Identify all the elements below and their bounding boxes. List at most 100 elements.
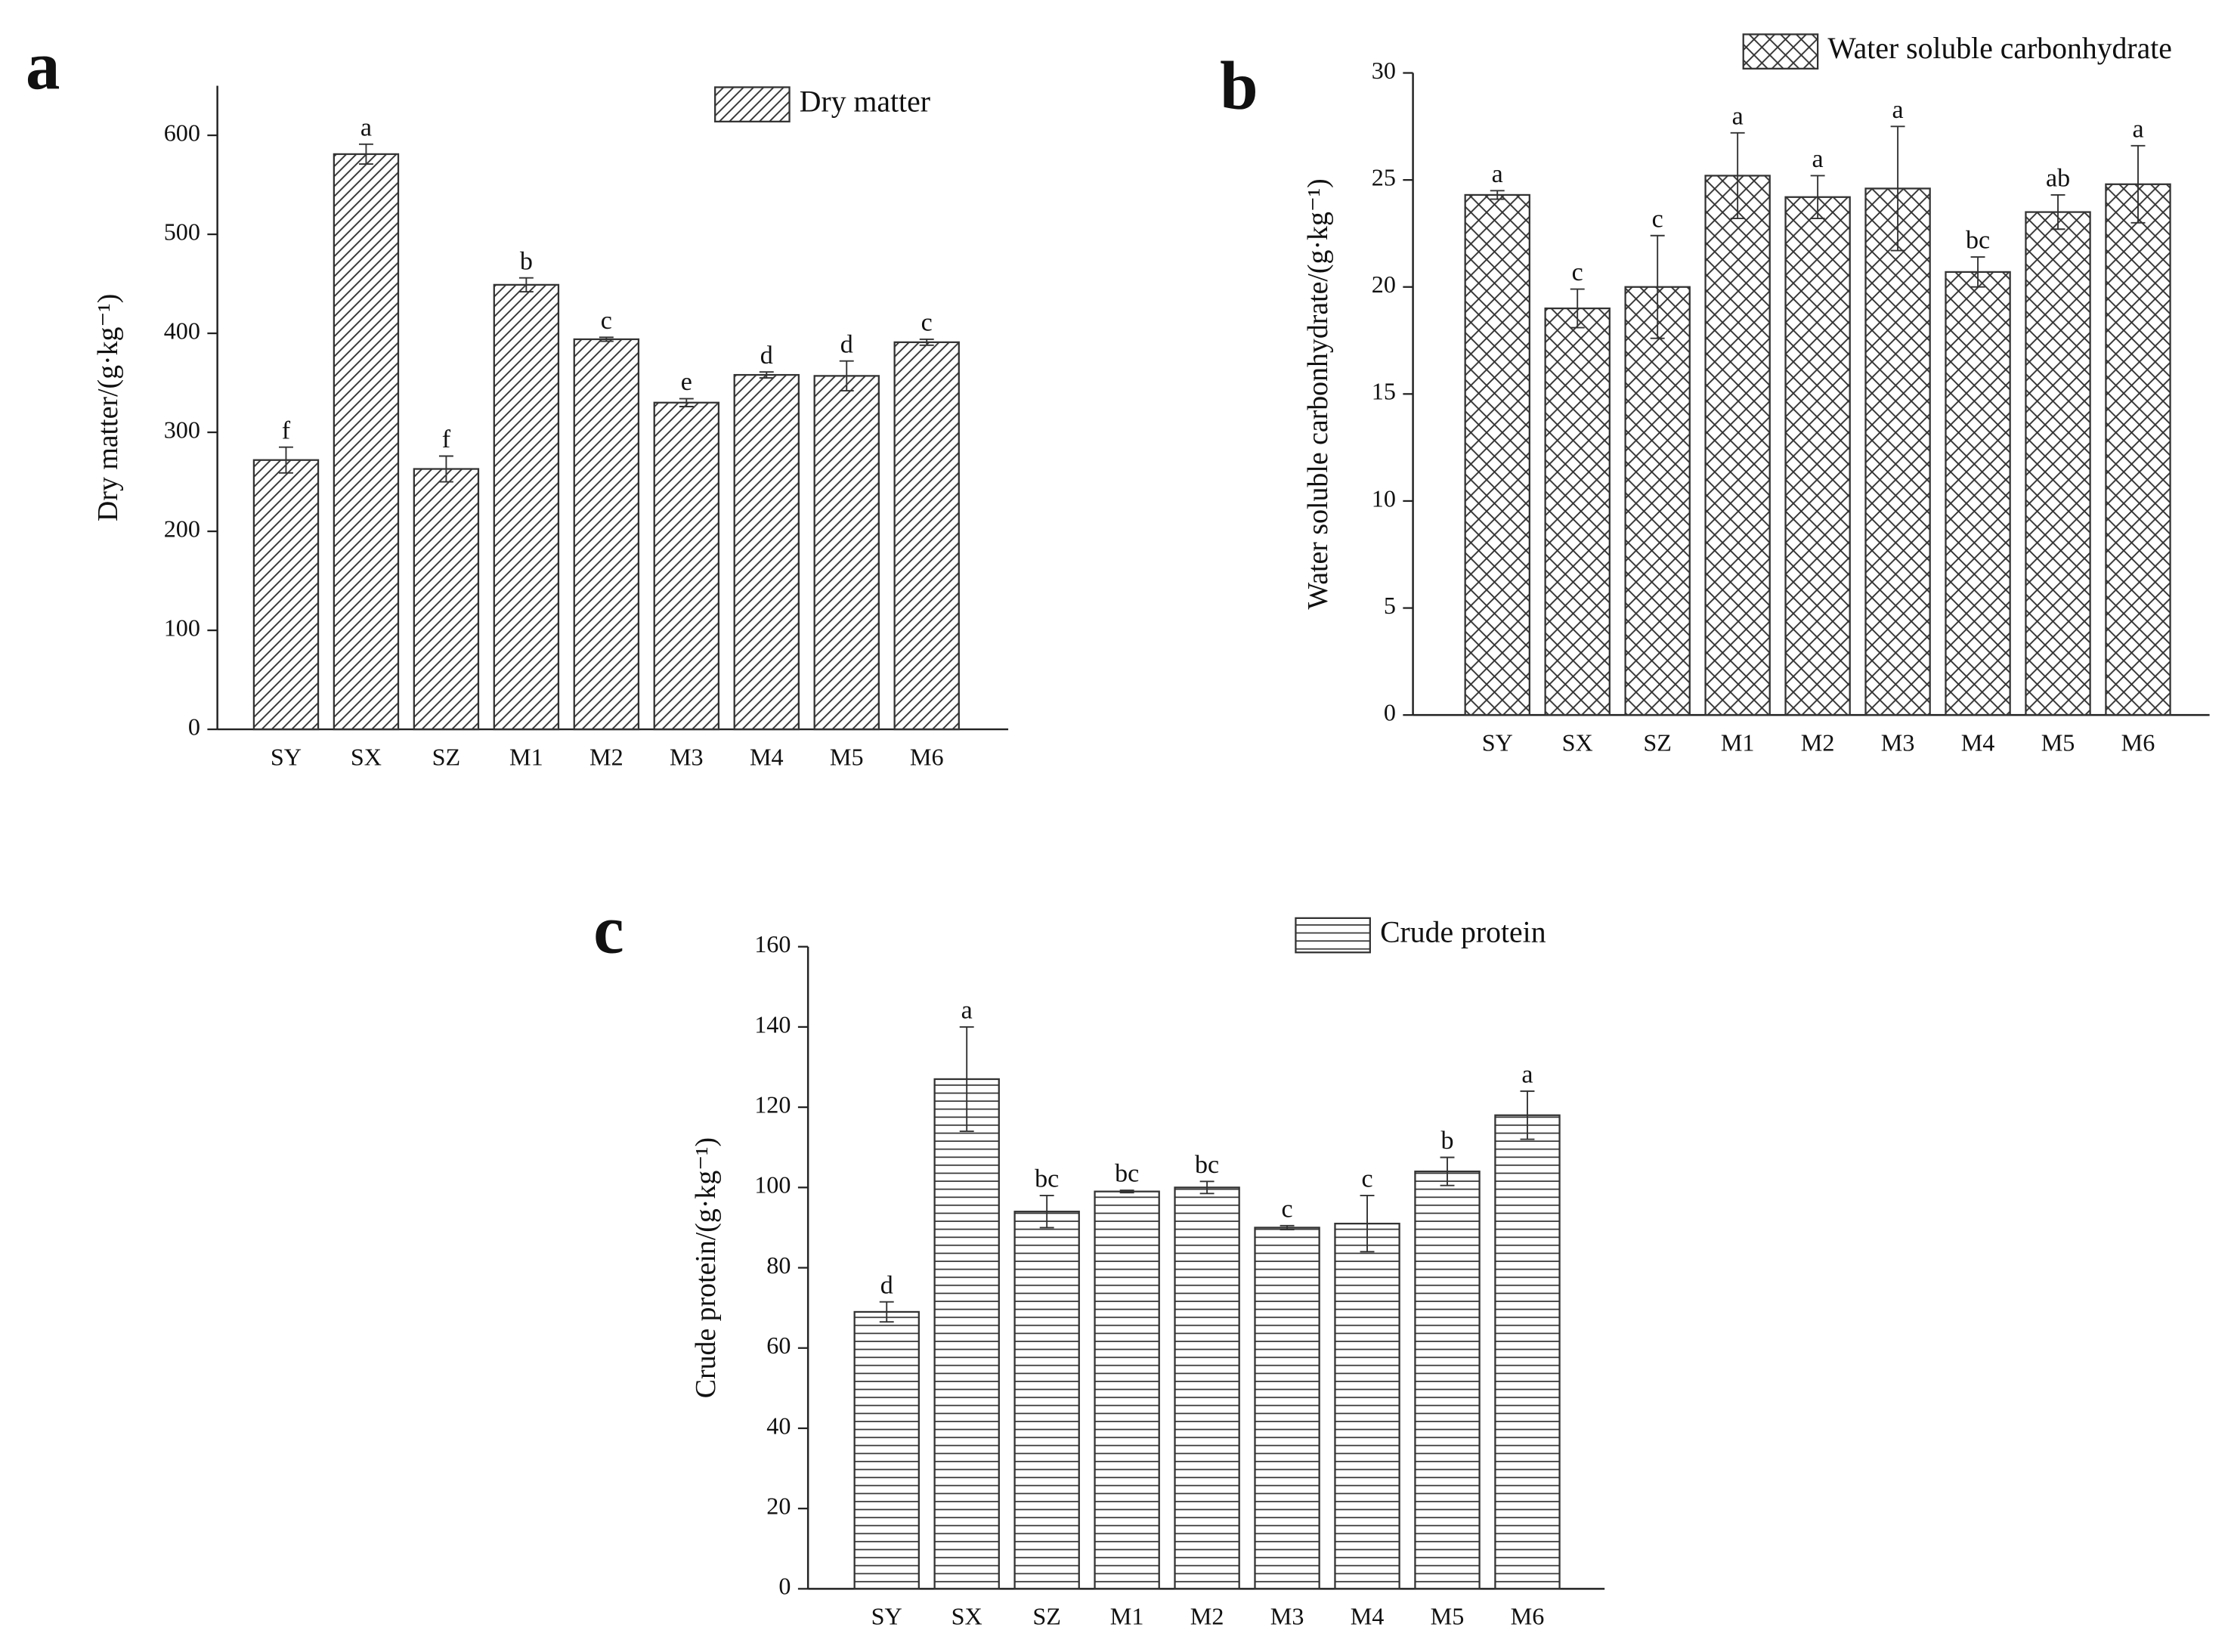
error-bar: [1810, 175, 1825, 220]
error-bar: [279, 446, 293, 474]
significance-letter: bc: [1035, 1165, 1059, 1193]
bar: [853, 1310, 920, 1590]
panel-label: a: [26, 27, 60, 104]
significance-letter: bc: [1195, 1151, 1219, 1179]
significance-letter: b: [520, 247, 533, 275]
error-bar: [1440, 1156, 1455, 1186]
y-tick-label: 400: [164, 317, 200, 344]
bar: [1544, 307, 1611, 716]
significance-letter: e: [681, 368, 692, 396]
x-tick-label: M3: [670, 743, 704, 770]
x-tick-label: SY: [871, 1603, 902, 1630]
error-bar: [358, 143, 373, 165]
y-tick-label: 30: [1372, 57, 1396, 84]
y-tick-label: 200: [164, 515, 200, 542]
error-bar: [1039, 1195, 1054, 1229]
significance-letter: ab: [2046, 165, 2070, 193]
bar: [893, 341, 960, 731]
error-bar: [1890, 125, 1905, 252]
y-axis-label: Dry matter/(g·kg⁻¹): [92, 294, 124, 521]
x-tick-label: M5: [830, 743, 864, 770]
legend-label: Crude protein: [1380, 916, 1546, 949]
panel-label: b: [1220, 48, 1258, 124]
significance-letter: c: [921, 309, 933, 337]
legend-label: Dry matter: [800, 85, 930, 118]
significance-letter: c: [1572, 258, 1583, 286]
y-tick-label: 5: [1384, 592, 1396, 619]
significance-letter: a: [1521, 1061, 1533, 1089]
error-bar: [1279, 1224, 1295, 1231]
x-tick-label: M2: [589, 743, 624, 770]
significance-letter: a: [1732, 102, 1744, 130]
x-tick-label: SZ: [1643, 729, 1672, 756]
legend-swatch: [714, 86, 791, 122]
bar: [733, 373, 800, 731]
x-tick-label: M6: [2121, 729, 2155, 756]
x-tick-label: M5: [1431, 1603, 1465, 1630]
significance-letter: a: [2132, 115, 2143, 143]
y-axis-label: Water soluble carbonhydrate/(g·kg⁻¹): [1302, 178, 1334, 609]
significance-letter: d: [880, 1271, 893, 1299]
y-tick-label: 500: [164, 218, 200, 245]
significance-letter: bc: [1966, 227, 1990, 255]
y-tick-label: 40: [766, 1412, 791, 1439]
bar: [1414, 1170, 1481, 1590]
x-tick-label: M4: [1351, 1603, 1385, 1630]
error-bar: [1970, 256, 1985, 288]
x-tick-label: M2: [1801, 729, 1835, 756]
y-tick-label: 300: [164, 416, 200, 443]
bar: [252, 459, 320, 731]
bar: [2105, 183, 2171, 716]
x-tick-label: SX: [952, 1603, 982, 1630]
bar: [1704, 175, 1771, 716]
error-bar: [919, 338, 934, 346]
x-tick-label: SX: [1562, 729, 1593, 756]
error-bar: [1119, 1190, 1134, 1194]
y-tick-label: 0: [1384, 699, 1396, 726]
x-tick-label: M1: [1110, 1603, 1144, 1630]
y-tick-label: 10: [1372, 484, 1396, 512]
error-bar: [1520, 1090, 1535, 1140]
x-tick-label: SZ: [1032, 1603, 1061, 1630]
significance-letter: d: [760, 342, 773, 370]
legend-label: Water soluble carbonhydrate: [1827, 32, 2172, 65]
significance-letter: c: [1652, 205, 1663, 233]
error-bar: [1570, 288, 1585, 329]
bar: [1174, 1186, 1240, 1590]
significance-letter: f: [282, 416, 291, 444]
bar: [333, 153, 400, 731]
y-tick-label: 15: [1372, 378, 1396, 405]
y-tick-label: 80: [766, 1251, 791, 1279]
error-bar: [1199, 1180, 1215, 1195]
bar: [1334, 1222, 1400, 1590]
bar: [1254, 1227, 1320, 1590]
y-tick-label: 20: [1372, 271, 1396, 298]
x-tick-label: M6: [910, 743, 944, 770]
y-axis-label: Crude protein/(g·kg⁻¹): [690, 1137, 722, 1398]
bar: [1094, 1190, 1160, 1590]
y-tick-label: 160: [754, 930, 791, 957]
bar: [1464, 193, 1530, 716]
bar: [813, 375, 880, 731]
y-tick-label: 20: [766, 1493, 791, 1520]
error-bar: [1730, 131, 1745, 220]
y-tick-label: 120: [754, 1091, 791, 1118]
panel-label: c: [593, 891, 624, 967]
x-tick-label: M1: [1721, 729, 1755, 756]
x-tick-label: M3: [1270, 1603, 1304, 1630]
y-tick-label: 0: [778, 1573, 791, 1600]
bar: [1494, 1114, 1561, 1590]
significance-letter: c: [1282, 1195, 1293, 1223]
significance-letter: f: [442, 425, 451, 453]
bar: [933, 1078, 1000, 1590]
significance-letter: c: [1361, 1165, 1372, 1193]
x-tick-label: SY: [1482, 729, 1513, 756]
error-bar: [679, 398, 694, 407]
significance-letter: bc: [1115, 1160, 1139, 1188]
y-tick-label: 60: [766, 1332, 791, 1359]
y-tick-label: 100: [754, 1171, 791, 1199]
bar: [1784, 196, 1851, 716]
significance-letter: a: [1492, 160, 1503, 188]
significance-letter: a: [360, 113, 372, 141]
